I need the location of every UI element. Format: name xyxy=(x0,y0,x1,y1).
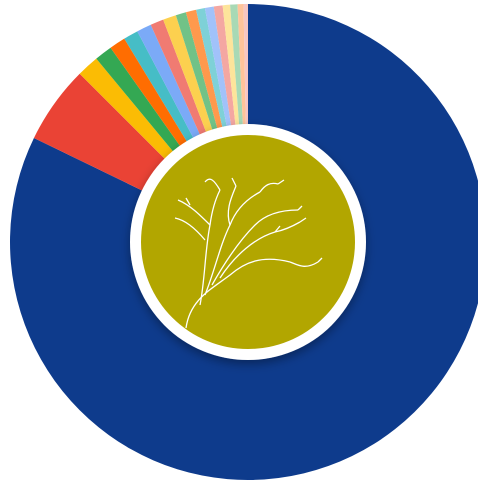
slice xyxy=(96,47,185,158)
slice xyxy=(213,5,237,134)
slice xyxy=(230,4,244,133)
slice xyxy=(10,4,478,480)
slice xyxy=(163,15,215,140)
slice xyxy=(137,24,204,145)
slice xyxy=(33,73,171,194)
tree-icon xyxy=(174,177,323,329)
slice xyxy=(237,4,246,133)
slice xyxy=(243,4,248,133)
slice xyxy=(110,38,191,153)
slice xyxy=(222,4,240,133)
slice xyxy=(196,7,229,135)
slice xyxy=(150,19,209,142)
slice xyxy=(185,9,225,136)
slice xyxy=(204,6,233,134)
slice xyxy=(124,31,197,149)
slices xyxy=(10,4,478,480)
slice xyxy=(79,58,178,165)
slice xyxy=(175,12,220,138)
center-logo xyxy=(141,135,355,349)
